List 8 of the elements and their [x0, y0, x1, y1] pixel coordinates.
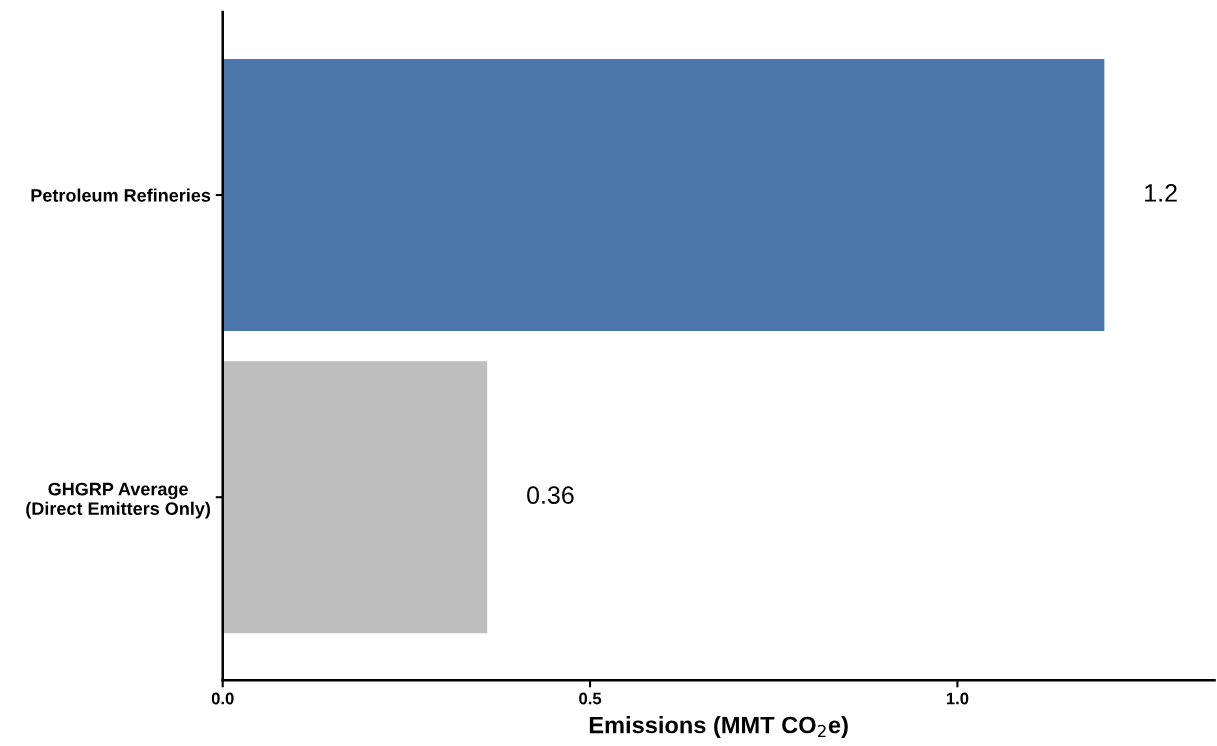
x-tick-label: 0.0	[211, 692, 234, 705]
x-tick-label: 1.0	[946, 692, 969, 705]
data-label: 0.36	[527, 486, 574, 504]
x-axis-title: Emissions (MMT CO$_{2}$e)	[589, 716, 848, 739]
y-tick-label: Petroleum Refineries	[31, 188, 211, 202]
data-label: 1.2	[1145, 184, 1177, 202]
x-tick-label: 0.5	[579, 692, 602, 705]
y-tick-label: GHGRP Average (Direct Emitters Only)	[26, 482, 211, 519]
